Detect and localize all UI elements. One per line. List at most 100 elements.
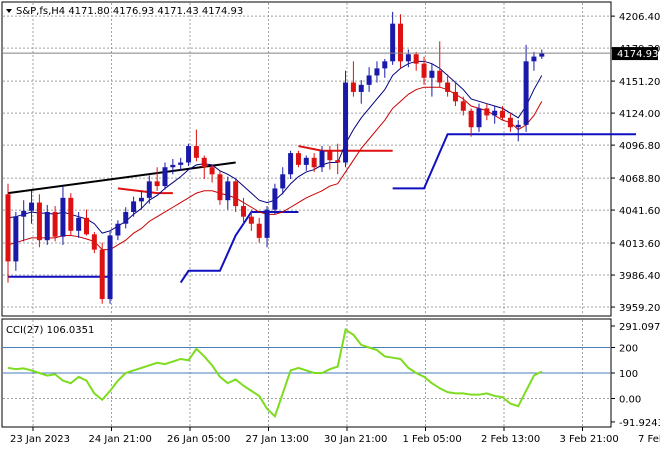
candle-down [5, 194, 11, 262]
candle-down [327, 150, 333, 161]
candle-down [452, 91, 458, 102]
candle-up [76, 217, 82, 231]
candle-up [21, 210, 27, 217]
price-tick-label: 3986.40 [619, 271, 660, 282]
candle-up [162, 167, 168, 187]
candle-down [460, 101, 466, 111]
candle-up [29, 202, 35, 211]
price-tick-label: 3959.20 [619, 303, 660, 314]
candle-up [107, 235, 113, 300]
candle-up [343, 82, 349, 163]
candle-up [390, 23, 396, 62]
candle-down [295, 153, 301, 165]
candle-down [248, 216, 254, 224]
candle-up [374, 68, 380, 76]
candle-down [52, 211, 58, 237]
price-tick-label: 4041.60 [619, 206, 660, 217]
candle-up [272, 188, 278, 210]
candle-up [44, 211, 50, 241]
candle-up [523, 61, 529, 125]
time-tick-label: 26 Jan 05:00 [167, 434, 230, 445]
candle-down [154, 181, 160, 187]
candle-up [476, 108, 482, 128]
candle-down [68, 197, 74, 231]
candle-down [445, 82, 451, 92]
cci-tick-label: 291.0974 [619, 322, 660, 333]
candle-up [515, 124, 521, 128]
price-tick-label: 4096.80 [619, 141, 660, 152]
cci-line [7, 328, 543, 419]
price-tick-label: 4124.00 [619, 109, 660, 120]
candle-up [358, 84, 364, 92]
price-tick-label: 4206.40 [619, 12, 660, 23]
time-tick-label: 23 Jan 2023 [10, 434, 70, 445]
candle-up [531, 56, 537, 62]
time-tick-label: 27 Jan 13:00 [246, 434, 309, 445]
candle-up [115, 223, 121, 236]
candle-down [507, 117, 513, 128]
candle-down [350, 82, 356, 92]
candle-up [492, 110, 498, 116]
candle-down [398, 23, 403, 62]
current-price-tag [612, 47, 658, 61]
candle-down [91, 234, 97, 250]
candle-up [225, 181, 231, 201]
time-tick-label: 24 Jan 21:00 [89, 434, 152, 445]
cci-tick-label: -91.9243 [619, 418, 660, 429]
candle-up [288, 153, 294, 175]
time-tick-label: 1 Feb 05:00 [403, 434, 462, 445]
time-tick-label: 30 Jan 21:00 [324, 434, 387, 445]
candle-up [382, 61, 388, 69]
cci-tick-label: 200 [619, 344, 638, 355]
candle-down [500, 110, 506, 118]
candle-up [303, 157, 309, 165]
candle-up [131, 201, 137, 212]
candle-down [217, 174, 223, 201]
candle-down [468, 110, 474, 128]
candle-down [335, 160, 341, 163]
candle-up [319, 150, 325, 168]
price-tick-label: 4013.60 [619, 239, 660, 250]
time-tick-label: 7 Feb 05:00 [638, 434, 660, 445]
candle-up [146, 181, 152, 198]
candle-down [484, 108, 490, 116]
cci-tick-label: 100 [619, 369, 638, 380]
candle-up [60, 197, 66, 237]
candle-up [138, 197, 144, 202]
cci-axis: 291.0974 200 100 0.00 -91.9243 [611, 322, 660, 429]
candle-down [84, 217, 89, 235]
candle-up [429, 70, 435, 78]
candle-down [241, 206, 246, 217]
candles [5, 11, 545, 304]
cci-header: CCI(27) 106.0351 [6, 325, 94, 336]
candle-down [99, 249, 105, 300]
candle-up [13, 216, 19, 262]
time-tick-label: 2 Feb 13:00 [481, 434, 540, 445]
candle-up [405, 54, 411, 62]
trend-line-segment [7, 161, 236, 195]
candle-down [36, 202, 42, 241]
candle-down [256, 223, 262, 238]
candle-down [437, 70, 443, 83]
candle-down [209, 167, 215, 175]
candle-up [264, 209, 270, 238]
trend-line [7, 161, 236, 195]
symbol-header: S&P,fs,H4 4171.80 4176.93 4171.43 4174.9… [16, 6, 243, 17]
cci-series-line [7, 328, 543, 419]
candle-up [366, 75, 372, 85]
candle-down [413, 54, 419, 64]
dropdown-triangle-icon[interactable] [6, 9, 12, 13]
candle-up [170, 164, 176, 168]
cci-tick-label: 0.00 [619, 395, 641, 406]
candle-down [233, 181, 239, 207]
time-axis: 23 Jan 2023 24 Jan 21:00 26 Jan 05:00 27 Ja… [10, 427, 660, 445]
candle-down [311, 157, 317, 168]
price-tick-label: 4151.20 [619, 77, 660, 88]
candle-down [201, 157, 207, 168]
current-price-label: 4174.93 [617, 49, 658, 60]
time-tick-label: 3 Feb 21:00 [560, 434, 619, 445]
candle-down [421, 63, 427, 78]
candle-up [280, 174, 286, 189]
candle-up [123, 211, 129, 224]
stop-line-blue [392, 133, 636, 190]
